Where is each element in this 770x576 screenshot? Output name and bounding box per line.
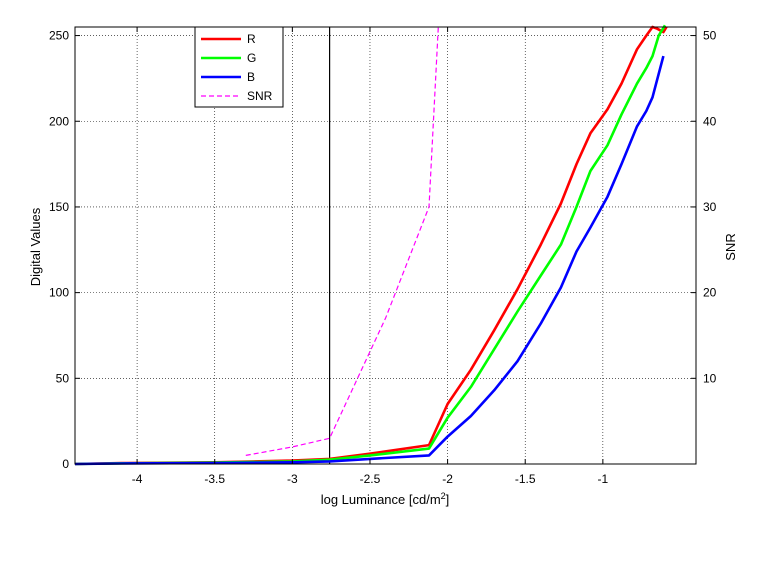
x-tick-label: -2	[442, 472, 453, 486]
y2-axis-ticks: 10 20 30 40 50	[691, 29, 717, 385]
series-line-g	[74, 24, 667, 466]
legend-label-r: R	[247, 32, 256, 46]
y-tick-label: 100	[49, 286, 69, 300]
x-tick-label: -3.5	[204, 472, 225, 486]
legend-items: RGB SNR	[201, 32, 273, 103]
legend-label-snr: SNR	[247, 89, 273, 103]
legend-label-g: G	[247, 51, 256, 65]
x-tick-label: -2.5	[360, 472, 381, 486]
y2-tick-label: 10	[703, 371, 717, 385]
legend-box	[194, 26, 284, 108]
x-tick-label: -1	[598, 472, 609, 486]
y-tick-label: 50	[56, 371, 70, 385]
x-tick-label: -3	[287, 472, 298, 486]
y-axis-label: Digital Values	[28, 207, 43, 286]
x-axis-label: log Luminance [cd/m2]	[321, 491, 450, 507]
y-tick-label: 250	[49, 29, 69, 43]
grid-lines	[75, 27, 696, 464]
x-axis-ticks: -4 -3.5 -3 -2.5 -2 -1.5 -1	[132, 27, 609, 486]
legend-label-b: B	[247, 70, 255, 84]
y-tick-label: 200	[49, 114, 69, 128]
y2-tick-label: 20	[703, 286, 717, 300]
y2-axis-label: SNR	[723, 233, 738, 260]
y2-tick-label: 30	[703, 200, 717, 214]
y-axis-ticks: 0 50 100 150 200 250	[49, 29, 80, 471]
series-line-r	[74, 25, 668, 466]
series-line-b	[74, 55, 665, 466]
y2-tick-label: 40	[703, 114, 717, 128]
plot-frame	[74, 26, 697, 465]
y-tick-label: 150	[49, 200, 69, 214]
series-lines	[74, 24, 668, 466]
x-tick-label: -4	[132, 472, 143, 486]
x-tick-label: -1.5	[515, 472, 536, 486]
y2-tick-label: 50	[703, 29, 717, 43]
legend: RGB SNR	[194, 26, 284, 108]
y-tick-label: 0	[62, 457, 69, 471]
